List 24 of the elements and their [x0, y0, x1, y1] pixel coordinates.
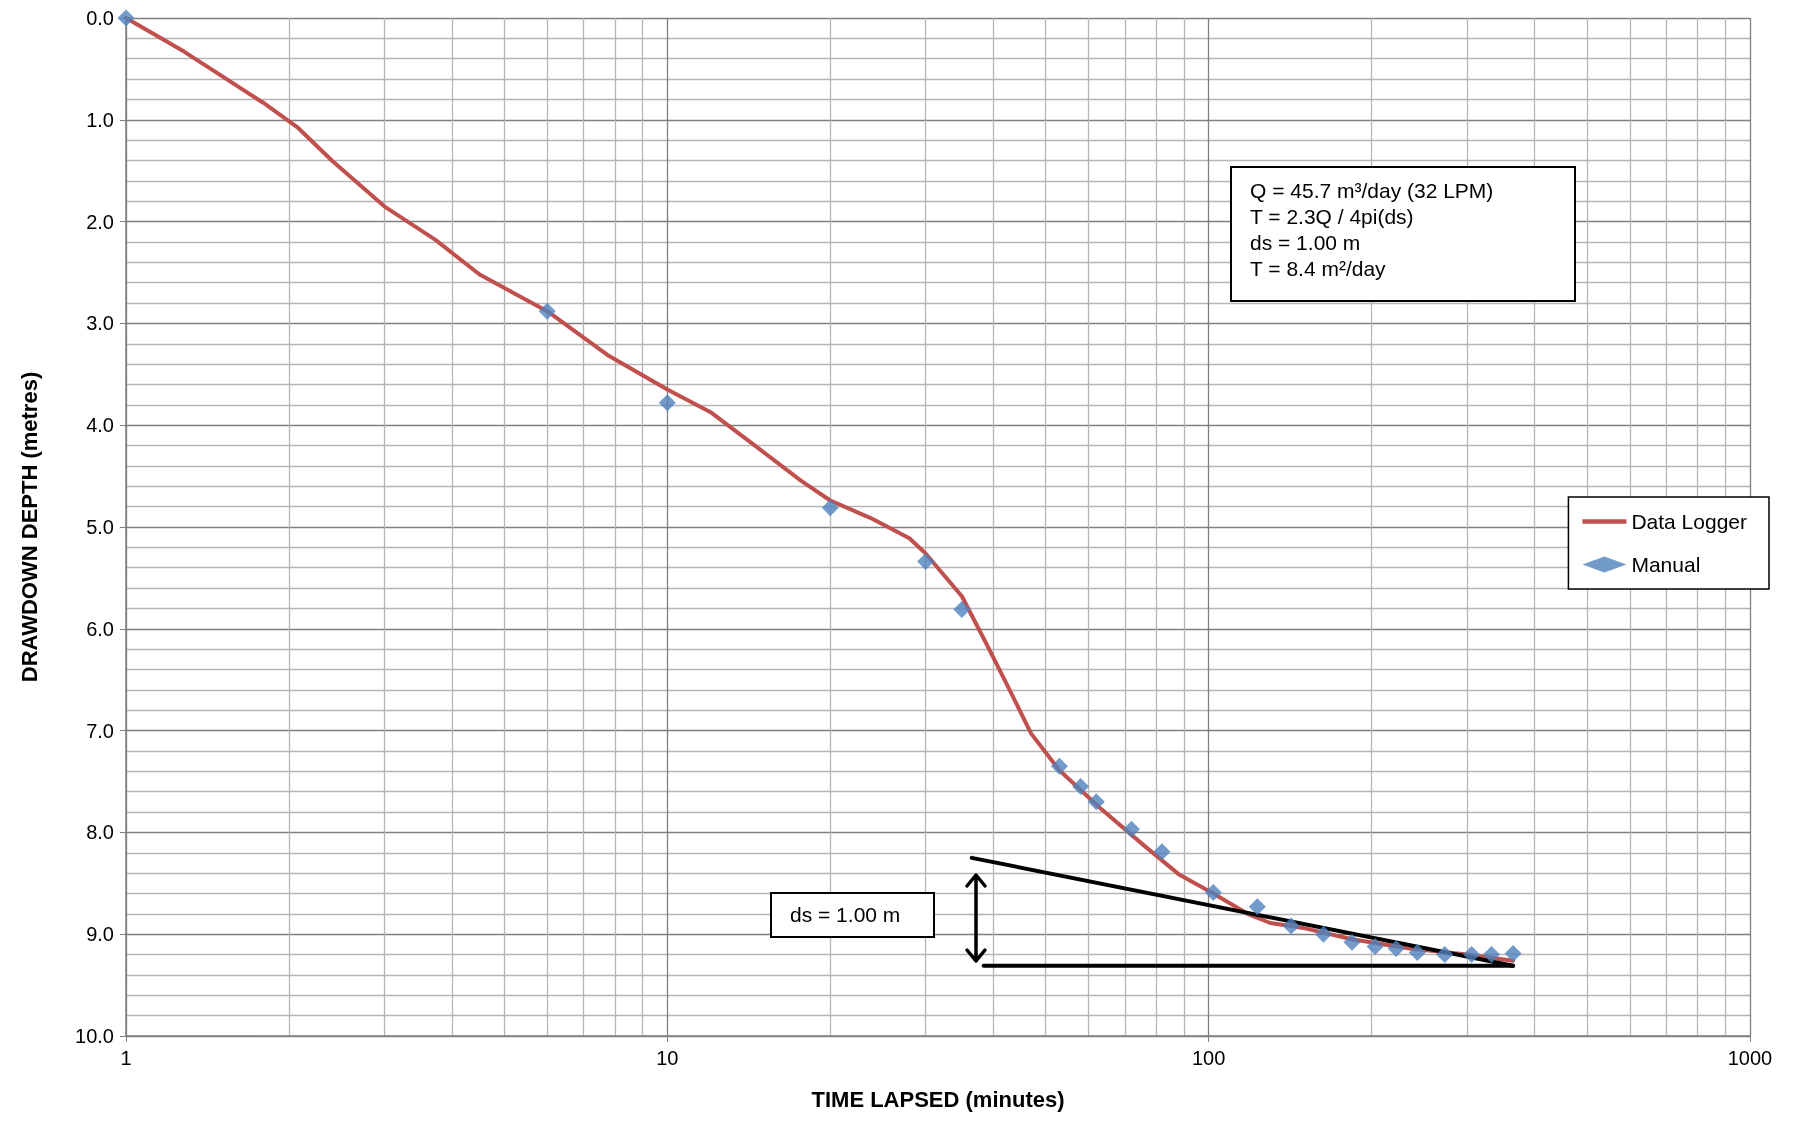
y-tick-label: 0.0	[86, 7, 114, 29]
x-tick-label: 10	[656, 1047, 679, 1069]
legend-label: Data Logger	[1631, 510, 1748, 533]
y-tick-label: 4.0	[86, 414, 114, 437]
x-tick-label: 100	[1191, 1047, 1226, 1069]
y-tick-label: 9.0	[86, 923, 114, 946]
annotation: ds = 1.00 m	[1250, 230, 1362, 256]
text-box: ds = 1.00 m	[770, 892, 935, 938]
annotation: Q = 45.7 m³/day (32 LPM)	[1250, 178, 1495, 204]
x-tick-label: 1000	[1727, 1047, 1773, 1069]
y-tick-label: 5.0	[86, 516, 114, 538]
y-tick-label: 10.0	[75, 1025, 114, 1047]
x-axis-title: TIME LAPSED (minutes)	[811, 1086, 1065, 1112]
y-tick-label: 3.0	[86, 312, 114, 335]
y-tick-label: 2.0	[86, 210, 114, 233]
annotation: T = 2.3Q / 4pi(ds)	[1250, 204, 1415, 230]
x-tick-label: 1	[120, 1047, 132, 1069]
y-axis-title: DRAWDOWN DEPTH (metres)	[16, 371, 42, 683]
y-tick-label: 7.0	[86, 719, 114, 742]
y-tick-label: 1.0	[86, 108, 114, 131]
y-tick-label: 8.0	[86, 821, 114, 844]
annotation: T = 8.4 m²/day	[1250, 256, 1387, 282]
y-tick-label: 6.0	[86, 617, 114, 640]
legend-label: Manual	[1631, 553, 1701, 576]
